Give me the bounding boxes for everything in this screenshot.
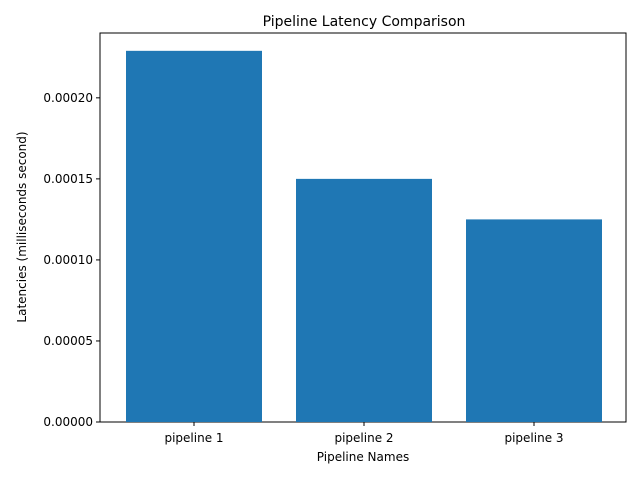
chart-title: Pipeline Latency Comparison	[263, 14, 466, 30]
y-tick-label-4: 0.00020	[43, 91, 93, 105]
x-axis-ticks: pipeline 1 pipeline 2 pipeline 3	[164, 422, 564, 445]
y-tick-label-3: 0.00015	[43, 172, 93, 186]
y-axis-label: Latencies (milliseconds second)	[15, 131, 29, 322]
y-tick-label-0: 0.00000	[43, 415, 93, 429]
y-tick-label-2: 0.00010	[43, 253, 93, 267]
x-axis-label: Pipeline Names	[317, 450, 409, 464]
x-tick-label-2: pipeline 2	[334, 431, 393, 445]
x-tick-label-1: pipeline 1	[164, 431, 223, 445]
bars-group	[126, 50, 602, 423]
bar-1	[126, 50, 262, 423]
x-tick-label-3: pipeline 3	[504, 431, 563, 445]
y-tick-label-1: 0.00005	[43, 334, 93, 348]
y-axis-ticks: 0.00000 0.00005 0.00010 0.00015 0.00020	[43, 91, 100, 429]
bar-2	[296, 178, 432, 422]
bar-3	[466, 219, 602, 422]
